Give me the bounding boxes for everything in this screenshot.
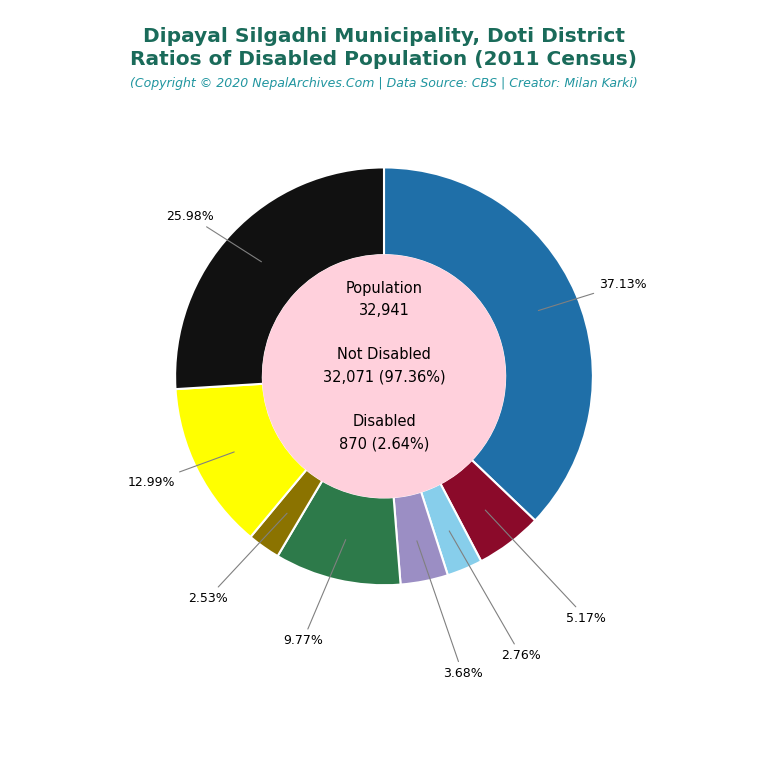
Wedge shape xyxy=(384,167,593,521)
Text: Population
32,941

Not Disabled
32,071 (97.36%)

Disabled
870 (2.64%): Population 32,941 Not Disabled 32,071 (9… xyxy=(323,280,445,451)
Wedge shape xyxy=(277,481,401,585)
Text: 3.68%: 3.68% xyxy=(417,541,482,680)
Text: 12.99%: 12.99% xyxy=(127,452,234,488)
Circle shape xyxy=(263,255,505,498)
Text: 5.17%: 5.17% xyxy=(485,510,606,624)
Text: (Copyright © 2020 NepalArchives.Com | Data Source: CBS | Creator: Milan Karki): (Copyright © 2020 NepalArchives.Com | Da… xyxy=(130,77,638,90)
Text: 2.53%: 2.53% xyxy=(188,513,287,605)
Text: 37.13%: 37.13% xyxy=(538,278,647,310)
Wedge shape xyxy=(421,484,482,575)
Text: Ratios of Disabled Population (2011 Census): Ratios of Disabled Population (2011 Cens… xyxy=(131,50,637,69)
Wedge shape xyxy=(250,469,323,556)
Text: 2.76%: 2.76% xyxy=(449,531,541,662)
Wedge shape xyxy=(175,167,384,389)
Text: 9.77%: 9.77% xyxy=(283,540,346,647)
Text: Dipayal Silgadhi Municipality, Doti District: Dipayal Silgadhi Municipality, Doti Dist… xyxy=(143,27,625,46)
Wedge shape xyxy=(440,460,535,561)
Wedge shape xyxy=(176,384,306,537)
Wedge shape xyxy=(394,492,448,584)
Text: 25.98%: 25.98% xyxy=(166,210,261,262)
